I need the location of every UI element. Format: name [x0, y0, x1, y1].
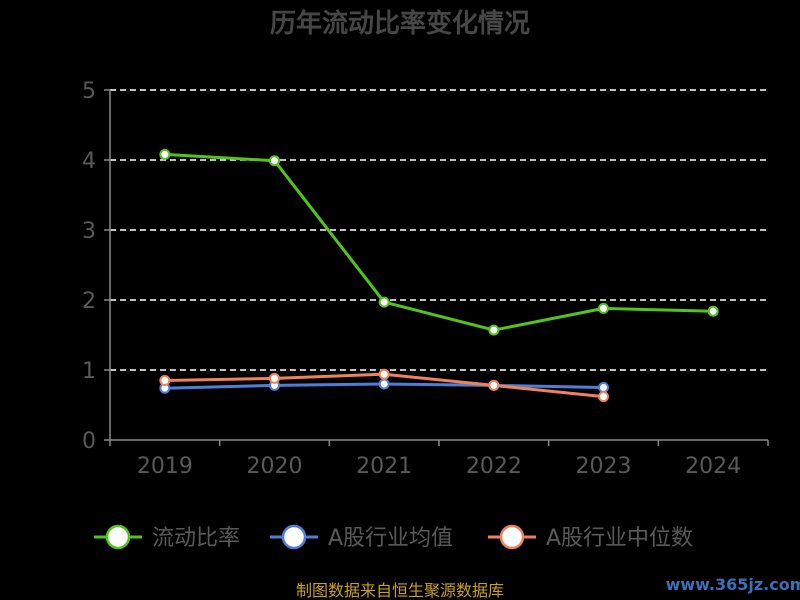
data-point	[159, 148, 171, 160]
watermark: www.365jz.com	[666, 575, 800, 594]
x-tick-label: 2023	[576, 454, 632, 479]
legend-item-2: A股行业中位数	[488, 524, 693, 551]
data-point	[598, 391, 609, 403]
legend-marker	[499, 524, 525, 550]
series-layer	[159, 148, 719, 403]
data-point	[269, 372, 280, 384]
y-tick-label: 0	[82, 429, 96, 454]
y-tick-label: 5	[82, 79, 96, 104]
data-point	[707, 305, 719, 317]
series-line	[164, 152, 714, 332]
x-tick-label: 2021	[356, 454, 412, 479]
y-tick-label: 2	[82, 289, 96, 314]
legend-marker	[281, 524, 307, 550]
data-point	[159, 375, 171, 386]
legend-label: A股行业均值	[328, 526, 453, 551]
data-point	[378, 378, 390, 390]
grid-lines	[110, 89, 768, 371]
data-point	[378, 368, 390, 380]
data-point	[598, 382, 609, 393]
data-point	[488, 324, 500, 336]
data-point	[378, 296, 390, 308]
legend-label: 流动比率	[152, 526, 240, 551]
series-2	[159, 368, 609, 403]
legend-item-0: 流动比率	[94, 524, 240, 551]
y-tick-label: 3	[82, 219, 96, 244]
legend-label: A股行业中位数	[546, 526, 693, 551]
legend: 流动比率 A股行业均值 A股行业中位数	[94, 524, 693, 551]
x-tick-label: 2022	[466, 454, 522, 479]
x-tick-label: 2024	[685, 454, 741, 479]
y-tick-label: 1	[82, 359, 96, 384]
series-0	[159, 148, 719, 336]
data-point	[488, 379, 500, 391]
source-note: 制图数据来自恒生聚源数据库	[296, 581, 504, 600]
chart-title: 历年流动比率变化情况	[270, 8, 530, 39]
axes: 0 1 2 3 4 5 2019 2020 2021 2022 2023 2024	[82, 79, 769, 479]
x-tick-label: 2019	[137, 454, 193, 479]
data-point	[269, 155, 280, 167]
legend-marker	[105, 524, 131, 550]
data-point	[598, 302, 609, 314]
x-tick-label: 2020	[247, 454, 303, 479]
y-tick-label: 4	[82, 149, 96, 174]
legend-item-1: A股行业均值	[270, 524, 453, 551]
